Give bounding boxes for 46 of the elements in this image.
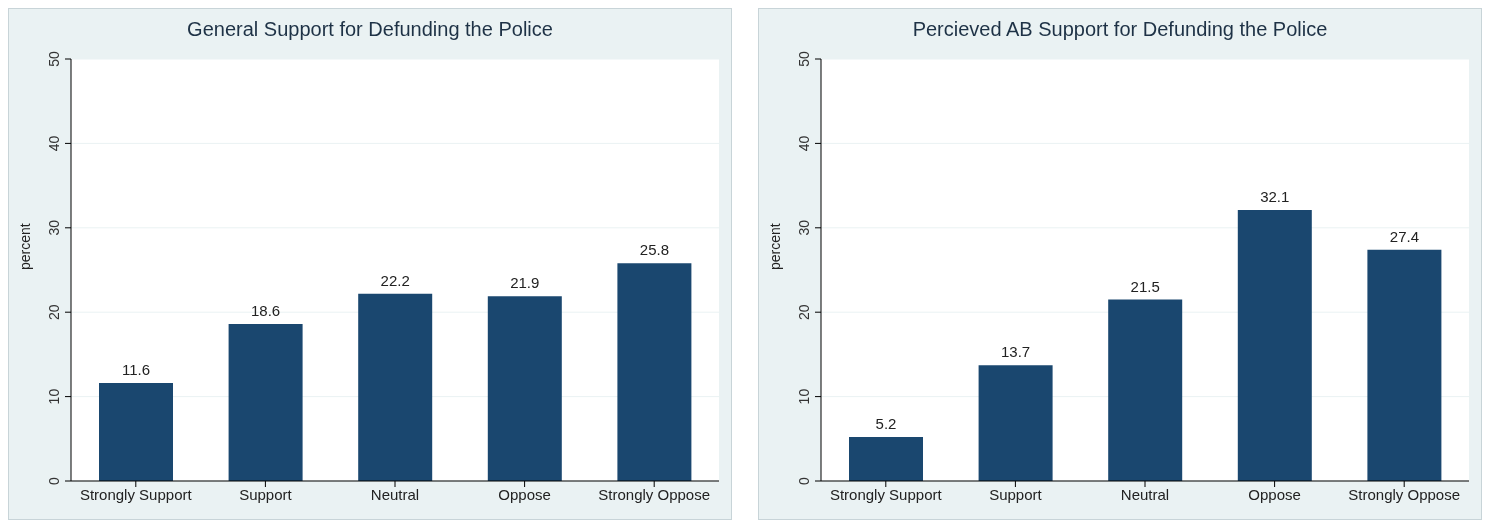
y-tick-label: 10 <box>46 388 62 405</box>
bar <box>849 437 923 481</box>
x-tick-label: Strongly Oppose <box>598 485 711 503</box>
chart-title: Percieved AB Support for Defunding the Police <box>911 17 1329 42</box>
x-tick-label: Strongly Support <box>829 485 943 503</box>
y-tick-label: 20 <box>46 304 62 320</box>
bar <box>978 365 1053 481</box>
data-label: 11.6 <box>121 361 151 379</box>
chart-title: General Support for Defunding the Police <box>186 17 554 42</box>
y-tick-label: 30 <box>46 219 62 236</box>
x-tick-label: Support <box>239 485 293 503</box>
x-tick-label: Neutral <box>370 485 420 503</box>
y-tick-label: 40 <box>46 135 62 152</box>
x-tick-label: Neutral <box>1120 485 1170 503</box>
bar <box>1237 210 1312 481</box>
bar <box>1108 299 1183 481</box>
y-tick-label: 30 <box>796 219 812 236</box>
bar <box>487 296 562 481</box>
bar <box>617 263 692 481</box>
x-tick-label: Oppose <box>498 485 551 503</box>
data-label: 18.6 <box>251 302 281 320</box>
y-tick-label: 0 <box>796 476 812 485</box>
bar <box>99 383 173 481</box>
y-axis-title: percent <box>16 223 33 270</box>
y-axis-title: percent <box>766 223 783 270</box>
data-label: 21.5 <box>1130 277 1160 295</box>
bar <box>228 324 303 481</box>
data-label: 32.1 <box>1260 188 1290 206</box>
y-tick-label: 50 <box>46 51 62 67</box>
data-label: 25.8 <box>639 241 669 259</box>
y-tick-label: 50 <box>796 51 812 67</box>
x-tick-label: Strongly Oppose <box>1348 485 1461 503</box>
y-tick-label: 0 <box>46 476 62 485</box>
data-label: 5.2 <box>875 415 897 433</box>
x-tick-label: Strongly Support <box>79 485 193 503</box>
y-tick-label: 10 <box>796 388 812 405</box>
x-tick-label: Support <box>989 485 1043 503</box>
y-tick-label: 20 <box>796 304 812 320</box>
y-tick-label: 40 <box>796 135 812 152</box>
data-label: 21.9 <box>510 274 540 292</box>
x-tick-label: Oppose <box>1248 485 1301 503</box>
bar <box>358 293 433 481</box>
data-label: 22.2 <box>380 271 410 289</box>
data-label: 27.4 <box>1389 227 1419 245</box>
bar <box>1367 249 1442 481</box>
data-label: 13.7 <box>1001 343 1031 361</box>
